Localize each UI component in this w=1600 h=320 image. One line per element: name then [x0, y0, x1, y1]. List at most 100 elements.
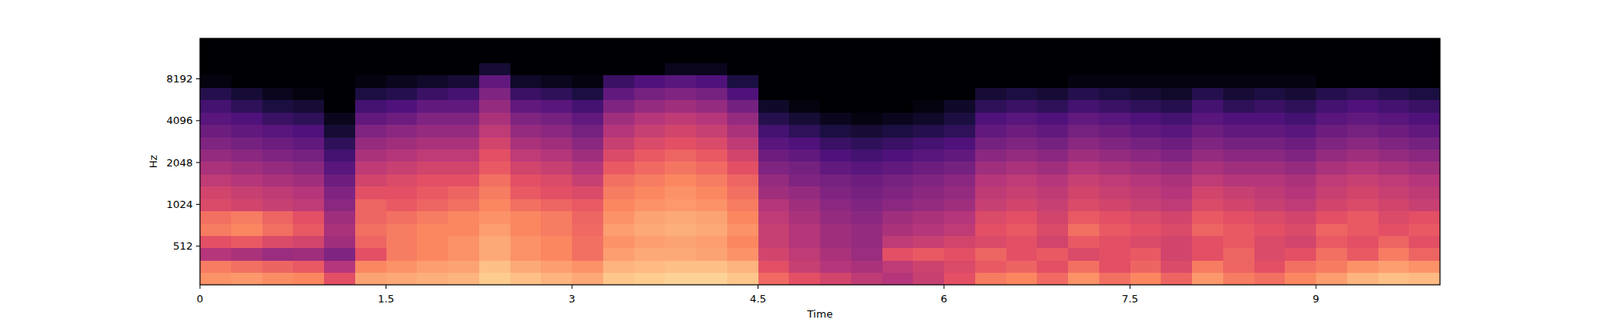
cell	[448, 173, 480, 187]
cell	[1068, 100, 1100, 113]
cell	[664, 148, 696, 162]
cell	[448, 248, 480, 261]
cell	[1284, 198, 1316, 212]
cell	[324, 161, 356, 175]
x-axis-label: Time	[806, 308, 833, 320]
cell	[479, 198, 511, 212]
cell	[1006, 161, 1038, 175]
cell	[572, 248, 604, 261]
cell	[603, 248, 635, 261]
cell	[851, 62, 883, 76]
cell	[664, 173, 696, 187]
cell	[820, 161, 852, 175]
cell	[975, 112, 1007, 125]
cell	[1068, 223, 1100, 236]
cell	[448, 198, 480, 212]
cell	[944, 198, 976, 212]
cell	[788, 198, 820, 212]
cell	[1316, 112, 1348, 125]
cell	[1068, 75, 1100, 88]
cell	[448, 210, 480, 224]
cell	[1223, 210, 1255, 224]
cell	[510, 50, 542, 64]
cell	[448, 124, 480, 138]
cell	[572, 112, 604, 125]
cell	[448, 223, 480, 236]
cell	[696, 272, 728, 285]
cell	[200, 161, 232, 175]
cell	[540, 38, 572, 52]
cell	[1408, 38, 1440, 52]
cell	[820, 112, 852, 125]
cell	[1408, 87, 1440, 100]
y-tick	[196, 204, 200, 205]
cell	[386, 148, 418, 162]
cell	[1408, 210, 1440, 224]
cell	[355, 50, 387, 64]
cell	[540, 62, 572, 76]
cell	[1316, 50, 1348, 64]
cell	[882, 100, 914, 113]
cell	[603, 124, 635, 138]
cell	[1099, 260, 1131, 273]
x-tick-label: 1.5	[377, 292, 395, 305]
cell	[912, 62, 944, 76]
cell	[572, 272, 604, 285]
cell	[758, 248, 790, 261]
cell	[262, 272, 294, 285]
cell	[200, 38, 232, 52]
cell	[1254, 248, 1286, 261]
cell	[1099, 148, 1131, 162]
cell	[788, 100, 820, 113]
cell	[1223, 124, 1255, 138]
cell	[1160, 210, 1192, 224]
cell	[788, 272, 820, 285]
cell	[572, 210, 604, 224]
cell	[292, 210, 324, 224]
cell	[1254, 62, 1286, 76]
cell	[603, 223, 635, 236]
cell	[851, 161, 883, 175]
cell	[1192, 75, 1224, 88]
cell	[944, 161, 976, 175]
cell	[200, 148, 232, 162]
cell	[882, 223, 914, 236]
cell	[572, 50, 604, 64]
cell	[727, 161, 759, 175]
cell	[664, 235, 696, 248]
cell	[262, 136, 294, 150]
cell	[1160, 38, 1192, 52]
cell	[540, 161, 572, 175]
cell	[292, 148, 324, 162]
cell	[882, 38, 914, 52]
cell	[1006, 62, 1038, 76]
cell	[572, 161, 604, 175]
cell	[1408, 223, 1440, 236]
cell	[510, 198, 542, 212]
cell	[758, 272, 790, 285]
cell	[603, 210, 635, 224]
cell	[416, 75, 448, 88]
cell	[851, 50, 883, 64]
background	[0, 0, 1600, 320]
cell	[634, 198, 666, 212]
cell	[1378, 38, 1410, 52]
cell	[1192, 50, 1224, 64]
cell	[1223, 62, 1255, 76]
cell	[1006, 124, 1038, 138]
cell	[355, 260, 387, 273]
cell	[540, 75, 572, 88]
cell	[1284, 62, 1316, 76]
cell	[1099, 235, 1131, 248]
cell	[1160, 62, 1192, 76]
cell	[292, 124, 324, 138]
cell	[696, 100, 728, 113]
cell	[572, 87, 604, 100]
cell	[355, 173, 387, 187]
cell	[1006, 186, 1038, 200]
cell	[386, 248, 418, 261]
cell	[1254, 87, 1286, 100]
cell	[758, 235, 790, 248]
cell	[355, 210, 387, 224]
cell	[634, 272, 666, 285]
